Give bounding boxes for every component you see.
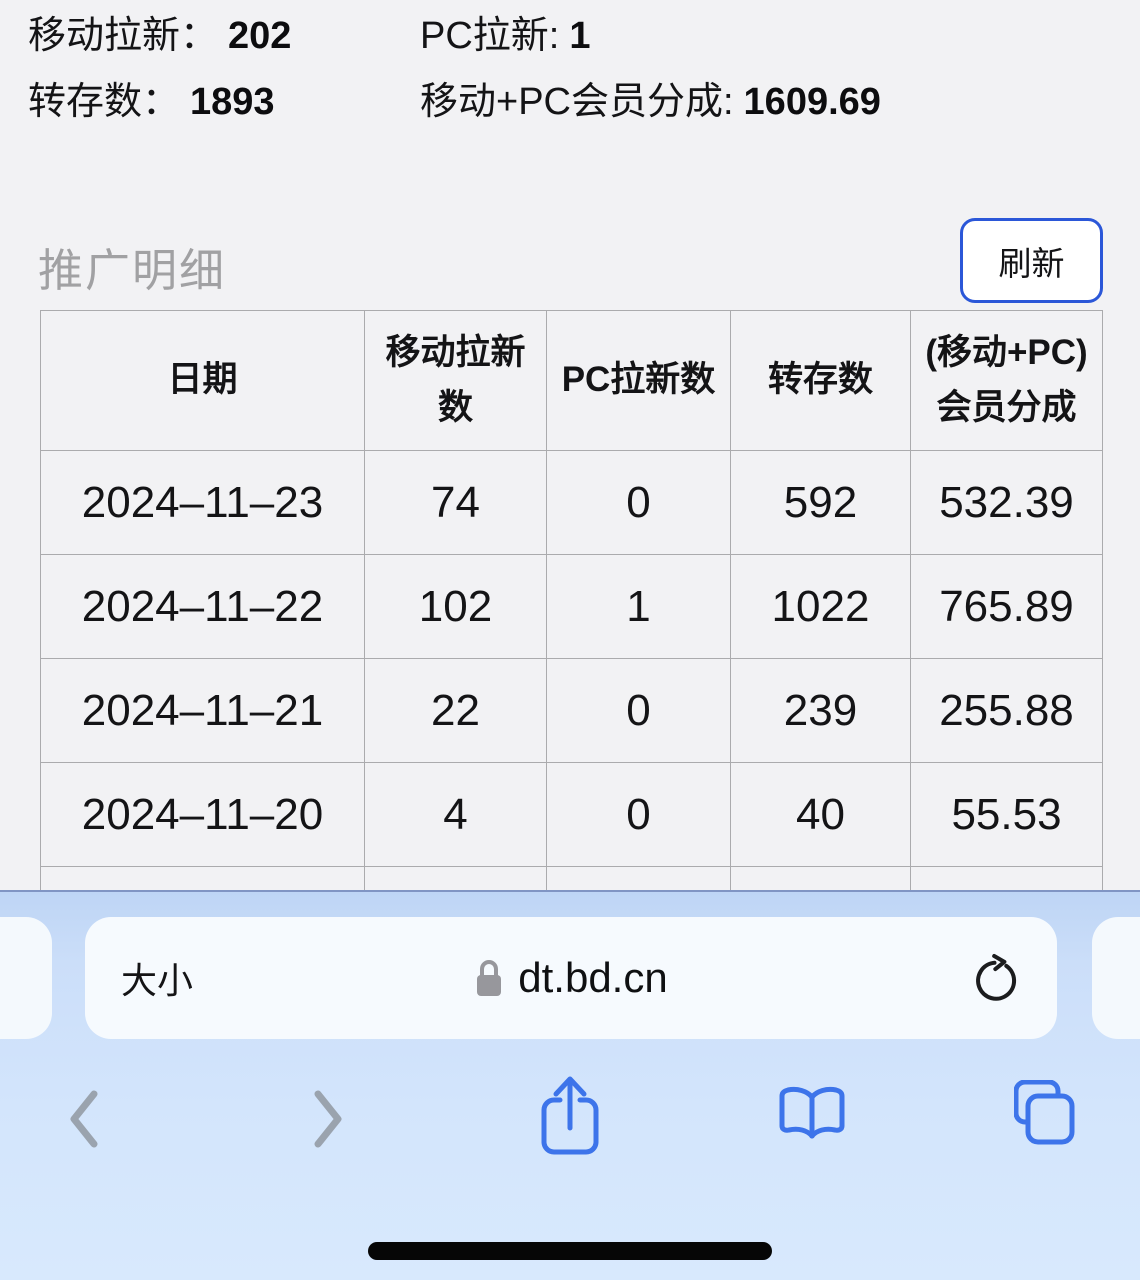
stat-label: 移动拉新： (28, 15, 219, 57)
col-header-date: 日期 (40, 310, 365, 451)
table-row: 2024–11–23 74 0 592 532.39 (40, 450, 1103, 555)
cell-member-share: 765.89 (910, 554, 1103, 659)
table-row: 2024–11–20 4 0 40 55.53 (40, 762, 1103, 867)
cell-mobile-new: 22 (364, 658, 547, 763)
summary-stats: 移动拉新： 202 PC拉新: 1 转存数： 1893 移动+PC会员分成: 1609.… (28, 4, 1140, 136)
cell-date: 2024–11–20 (40, 762, 365, 867)
cell-member-share: 532.39 (910, 450, 1103, 555)
home-indicator[interactable] (368, 1242, 772, 1260)
stat-value: 1609.69 (743, 81, 881, 123)
stat-label: PC拉新: (420, 15, 560, 57)
cell-member-share: 55.53 (910, 762, 1103, 867)
table-header-row: 日期 移动拉新数 PC拉新数 转存数 (移动+PC)会员分成 (40, 310, 1103, 451)
adjacent-tab-right[interactable] (1092, 917, 1140, 1039)
open-book-icon[interactable] (776, 1084, 848, 1142)
adjacent-tab-left[interactable] (0, 917, 52, 1039)
stat-member-share: 移动+PC会员分成: 1609.69 (420, 70, 881, 125)
cell-pc-new: 0 (546, 658, 731, 763)
stat-value: 1 (569, 15, 591, 57)
col-header-transfers: 转存数 (730, 310, 911, 451)
cell-mobile-new: 102 (364, 554, 547, 659)
reload-icon[interactable] (969, 951, 1023, 1005)
cell-mobile-new: 4 (364, 762, 547, 867)
stat-label: 转存数： (28, 81, 181, 123)
cell-date: 2024–11–22 (40, 554, 365, 659)
stat-mobile-new: 移动拉新： 202 (28, 4, 420, 59)
stat-transfers: 转存数： 1893 (28, 70, 420, 125)
text-size-button[interactable]: 大小 (121, 960, 194, 1001)
refresh-button[interactable]: 刷新 (960, 218, 1103, 303)
stat-label: 移动+PC会员分成: (420, 81, 734, 123)
table-row: 2024–11–21 22 0 239 255.88 (40, 658, 1103, 763)
promo-detail-table: 日期 移动拉新数 PC拉新数 转存数 (移动+PC)会员分成 2024–11–2… (40, 310, 1103, 905)
stat-value: 202 (228, 15, 292, 57)
chevron-left-icon[interactable] (66, 1088, 100, 1150)
cell-mobile-new: 74 (364, 450, 547, 555)
cell-date: 2024–11–21 (40, 658, 365, 763)
summary-row: 移动拉新： 202 PC拉新: 1 (28, 4, 1140, 57)
browser-chrome: 大小 dt.bd.cn (0, 890, 1140, 1280)
cell-pc-new: 0 (546, 450, 731, 555)
section-title: 推广明细 (38, 245, 227, 296)
col-header-mobile-new: 移动拉新数 (364, 310, 547, 451)
col-header-member-share: (移动+PC)会员分成 (910, 310, 1103, 451)
url-center: dt.bd.cn (85, 917, 1057, 1039)
cell-pc-new: 0 (546, 762, 731, 867)
cell-date: 2024–11–23 (40, 450, 365, 555)
summary-row: 转存数： 1893 移动+PC会员分成: 1609.69 (28, 70, 1140, 123)
tabs-icon[interactable] (1014, 1080, 1076, 1146)
chevron-right-icon[interactable] (312, 1088, 346, 1150)
table-row: 2024–11–22 102 1 1022 765.89 (40, 554, 1103, 659)
cell-member-share: 255.88 (910, 658, 1103, 763)
cell-pc-new: 1 (546, 554, 731, 659)
stat-value: 1893 (190, 81, 275, 123)
cell-transfers: 40 (730, 762, 911, 867)
cell-transfers: 592 (730, 450, 911, 555)
cell-transfers: 1022 (730, 554, 911, 659)
url-bar[interactable]: 大小 dt.bd.cn (85, 917, 1057, 1039)
cell-transfers: 239 (730, 658, 911, 763)
stat-pc-new: PC拉新: 1 (420, 4, 591, 59)
lock-icon (477, 960, 502, 996)
col-header-pc-new: PC拉新数 (546, 310, 731, 451)
share-icon[interactable] (538, 1074, 602, 1158)
url-text[interactable]: dt.bd.cn (518, 954, 668, 1001)
